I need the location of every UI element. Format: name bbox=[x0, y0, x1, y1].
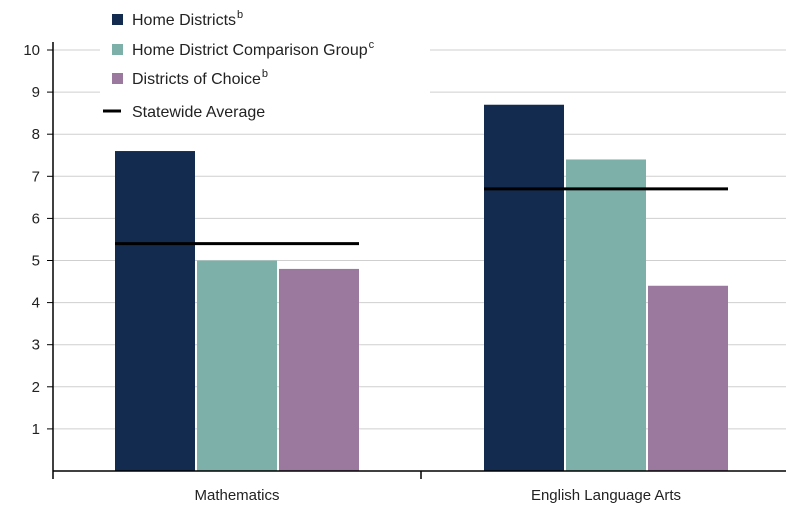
legend-label: Statewide Average bbox=[132, 104, 265, 121]
statewide-average-lines bbox=[115, 187, 728, 246]
legend: Home Districtsb Home District Comparison … bbox=[100, 4, 430, 128]
legend-label: Districts of Choiceb bbox=[132, 68, 268, 88]
bar-districts-of-choice-mathematics bbox=[279, 268, 359, 471]
axes: 1 2 3 4 5 6 7 8 9 10 Mathematics English Language A… bbox=[23, 42, 786, 504]
y-tick-label: 9 bbox=[32, 84, 40, 101]
y-tick-label: 8 bbox=[32, 126, 40, 143]
y-tick-label: 2 bbox=[32, 379, 40, 396]
legend-swatch bbox=[112, 44, 123, 55]
x-category-label: English Language Arts bbox=[531, 487, 681, 504]
y-tick-label: 5 bbox=[32, 253, 40, 270]
legend-background bbox=[100, 4, 430, 128]
legend-swatch bbox=[112, 14, 123, 25]
bar-home-district-comparison-group-mathematics bbox=[197, 260, 277, 471]
y-tick-label: 1 bbox=[32, 421, 40, 438]
bar-home-districts-english-language-arts bbox=[484, 104, 564, 471]
legend-swatch bbox=[112, 73, 123, 84]
bars bbox=[115, 104, 728, 472]
y-tick-label: 7 bbox=[32, 168, 40, 185]
x-category-label: Mathematics bbox=[194, 487, 279, 504]
y-tick-label: 10 bbox=[23, 42, 40, 59]
bar-home-districts-mathematics bbox=[115, 151, 195, 472]
bar-home-district-comparison-group-english-language-arts bbox=[566, 159, 646, 471]
legend-label: Home Districtsb bbox=[132, 9, 243, 29]
y-tick-label: 6 bbox=[32, 210, 40, 227]
y-tick-label: 4 bbox=[32, 295, 40, 312]
bar-districts-of-choice-english-language-arts bbox=[648, 285, 728, 471]
legend-label: Home District Comparison Groupc bbox=[132, 39, 375, 59]
y-tick-label: 3 bbox=[32, 337, 40, 354]
